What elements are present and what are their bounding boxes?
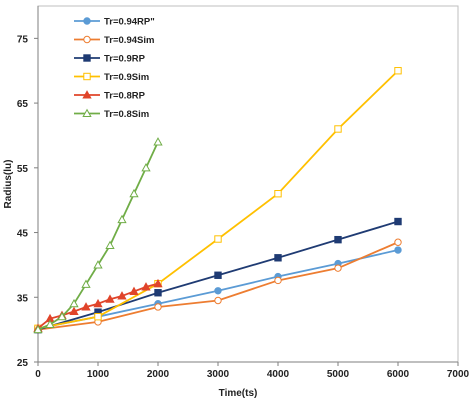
y-tick-label: 55 <box>17 164 29 175</box>
y-tick-label: 35 <box>17 293 29 304</box>
series-3 <box>34 217 402 334</box>
data-point <box>93 298 103 308</box>
data-point <box>394 217 402 226</box>
data-point <box>274 276 282 285</box>
legend-entry: Tr=0.94Sim <box>74 35 154 46</box>
x-tick-label: 6000 <box>387 369 410 380</box>
x-tick-label: 3000 <box>207 369 230 380</box>
data-point <box>129 286 139 295</box>
data-point <box>94 312 102 321</box>
y-tick-label: 75 <box>17 34 29 45</box>
data-point <box>141 162 151 172</box>
x-tick-label: 5000 <box>327 369 350 380</box>
data-point <box>141 282 151 291</box>
legend-label: Tr=0.8Sim <box>104 109 149 120</box>
y-tick-label: 45 <box>17 229 29 240</box>
data-point <box>93 260 103 269</box>
series-6 <box>33 137 163 334</box>
data-point <box>117 291 127 300</box>
legend-marker <box>83 54 91 62</box>
x-tick-label: 4000 <box>267 369 290 380</box>
legend-label: Tr=0.9Sim <box>104 72 149 83</box>
data-point <box>81 279 91 288</box>
data-point <box>394 67 402 75</box>
x-axis-title: Time(ts) <box>219 388 258 399</box>
legend-label: Tr=0.8RP <box>104 91 146 102</box>
data-point <box>153 278 163 288</box>
legend-label: Tr=0.9RP <box>104 54 146 65</box>
y-tick-label: 25 <box>17 358 29 369</box>
series-line <box>37 241 399 331</box>
legend: Tr=0.94RP" Tr=0.94Sim Tr=0.9RP Tr=0.9Sim Tr=… <box>74 17 155 120</box>
data-point <box>274 254 282 262</box>
data-point <box>214 287 222 295</box>
data-point <box>129 188 139 198</box>
x-tick-label: 2000 <box>147 369 170 380</box>
data-point <box>105 294 115 303</box>
data-point <box>394 238 402 246</box>
x-tick-label: 0 <box>35 369 41 380</box>
legend-label: Tr=0.94Sim <box>104 35 154 46</box>
legend-entry: Tr=0.94RP" <box>74 17 155 28</box>
data-point <box>81 302 91 311</box>
series-layer <box>33 67 402 334</box>
data-point <box>154 289 162 297</box>
data-point <box>69 306 79 316</box>
data-point <box>214 271 222 279</box>
legend-entry: Tr=0.8Sim <box>74 108 149 120</box>
data-point <box>45 319 55 328</box>
y-axis-title: Radius(lu) <box>3 160 14 209</box>
data-point <box>394 246 402 254</box>
data-point <box>153 137 163 146</box>
legend-marker <box>83 72 91 81</box>
data-point <box>33 324 43 334</box>
legend-marker <box>83 35 91 44</box>
legend-marker <box>82 90 92 99</box>
data-point <box>57 311 67 321</box>
axes-layer: 0 1000 2000 3000 4000 5000 6000 7000 25 35 45 55 65 7… <box>3 5 470 399</box>
legend-marker <box>83 17 91 25</box>
x-tick-label: 1000 <box>87 369 110 380</box>
data-point <box>334 264 342 272</box>
data-point <box>214 235 222 243</box>
data-point <box>214 296 222 305</box>
data-point <box>334 235 342 244</box>
legend-marker <box>82 108 92 118</box>
legend-entry: Tr=0.9RP <box>74 54 146 65</box>
legend-label: Tr=0.94RP" <box>104 17 155 28</box>
data-point <box>69 298 79 308</box>
data-point <box>154 303 162 311</box>
data-point <box>334 125 342 133</box>
data-point <box>105 240 115 250</box>
y-tick-label: 65 <box>17 99 29 110</box>
legend-entry: Tr=0.8RP <box>74 90 146 102</box>
legend-entry: Tr=0.9Sim <box>74 72 149 83</box>
data-point <box>274 190 282 198</box>
data-point <box>117 214 127 224</box>
x-tick-label: 7000 <box>447 369 470 380</box>
